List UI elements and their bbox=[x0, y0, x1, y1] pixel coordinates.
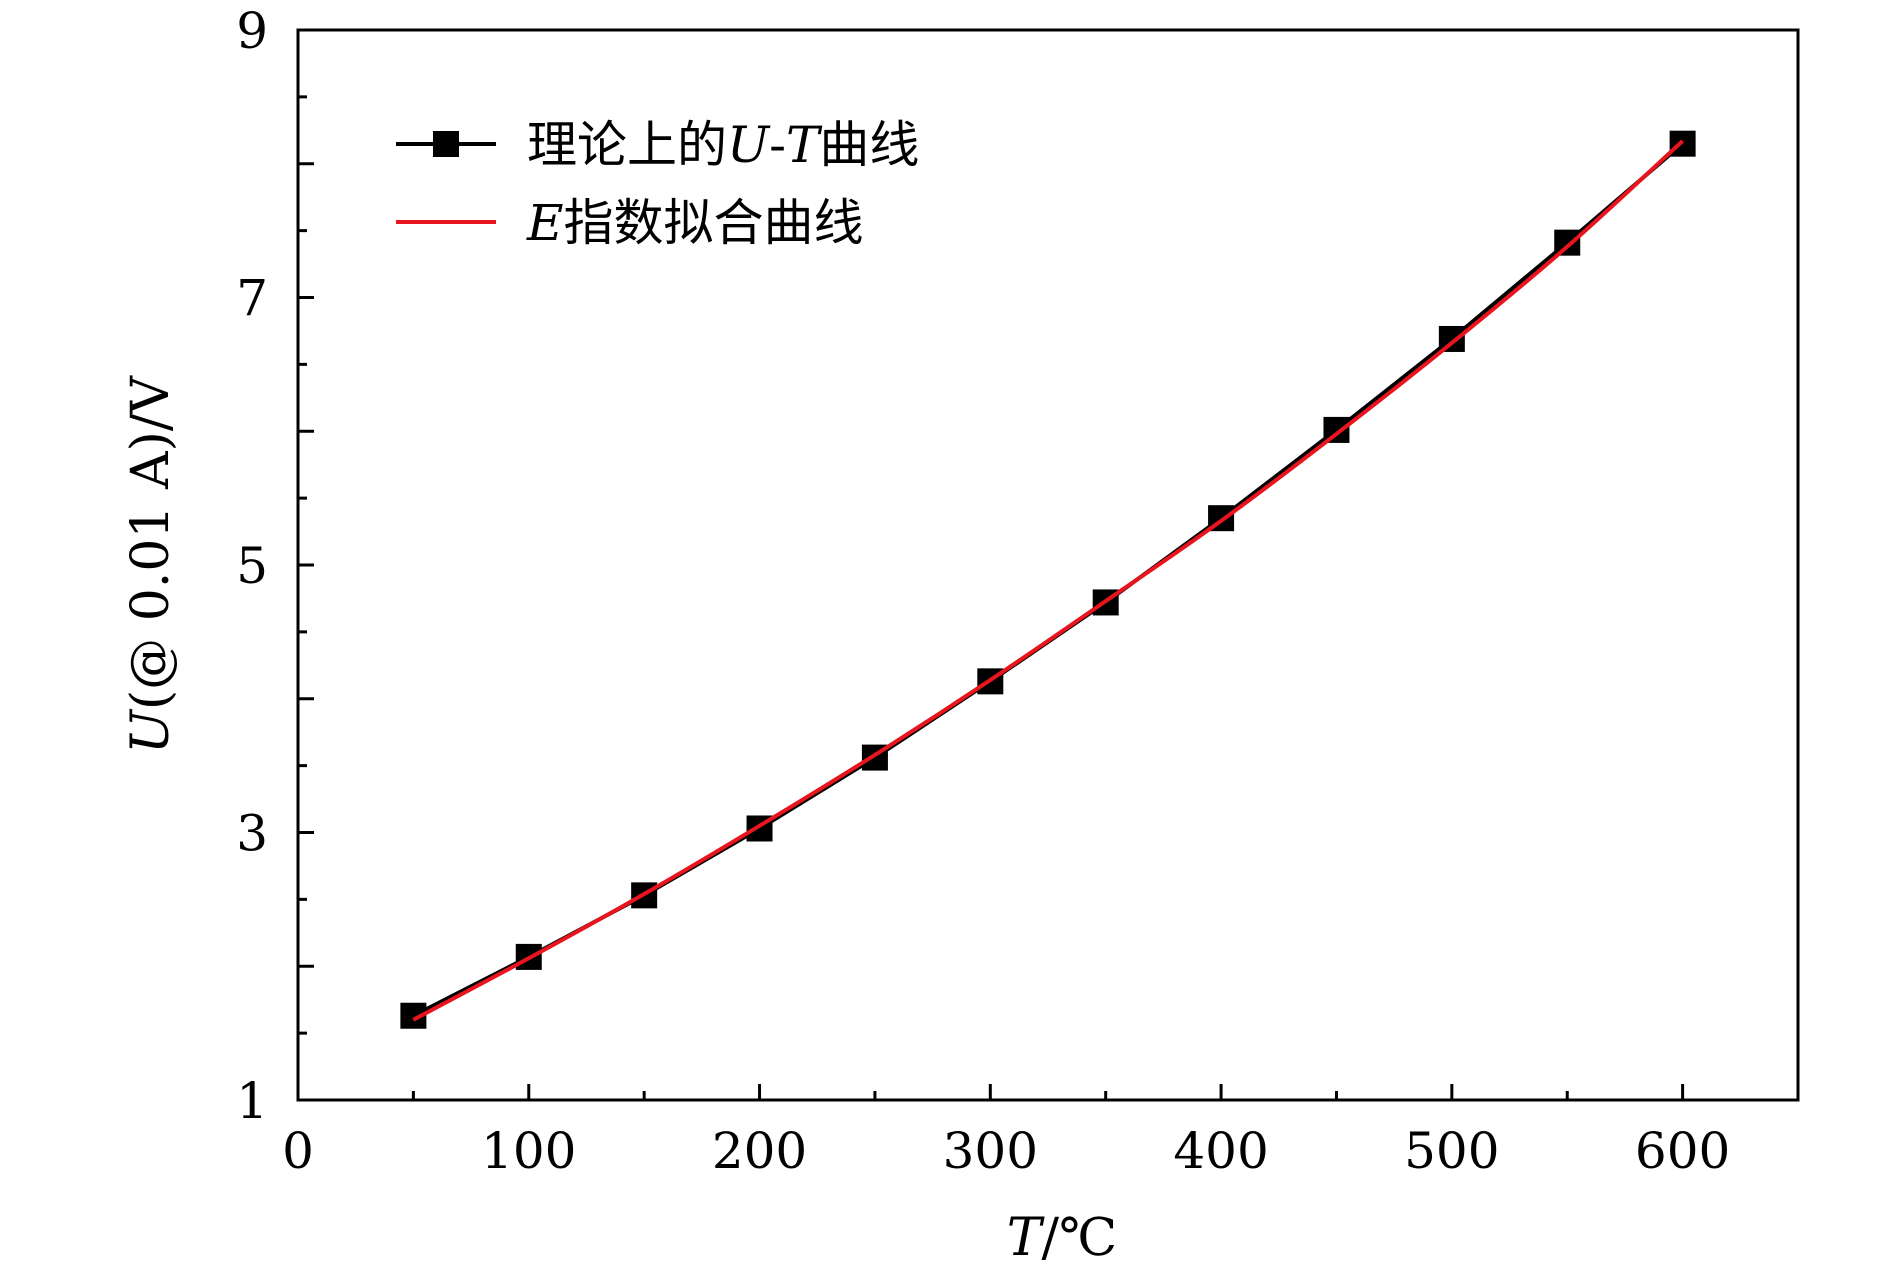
x-tick-label: 100 bbox=[481, 1122, 576, 1180]
x-tick-label: 0 bbox=[282, 1122, 314, 1180]
y-axis-unit: (@ 0.01 A)/V bbox=[121, 375, 181, 710]
y-axis-title: U(@ 0.01 A)/V bbox=[121, 375, 181, 754]
x-axis-unit: /℃ bbox=[1041, 1208, 1117, 1268]
x-tick-label: 600 bbox=[1635, 1122, 1730, 1180]
tick-group bbox=[296, 28, 1685, 1102]
fit-line-group bbox=[412, 139, 1684, 1022]
plot-frame bbox=[296, 28, 1800, 1102]
legend: 理论上的U-T曲线 E指数拟合曲线 bbox=[396, 116, 919, 252]
x-tick-label: 400 bbox=[1173, 1122, 1268, 1180]
y-tick-label: 3 bbox=[236, 805, 268, 863]
x-tick-label: 200 bbox=[712, 1122, 807, 1180]
x-axis-symbol: T bbox=[1007, 1208, 1045, 1268]
y-tick-label: 7 bbox=[236, 270, 268, 328]
y-tick-label: 9 bbox=[236, 2, 268, 60]
marker-group bbox=[400, 130, 1696, 1029]
y-tick-label: 5 bbox=[236, 537, 268, 595]
legend-marker-theory bbox=[433, 131, 459, 157]
x-tick-label: 500 bbox=[1404, 1122, 1499, 1180]
y-axis-symbol: U bbox=[121, 708, 181, 754]
data-point-marker bbox=[1554, 229, 1581, 256]
legend-theory-part-3: - bbox=[769, 116, 786, 174]
legend-fit-part-1: E bbox=[526, 194, 564, 252]
series-theory-line bbox=[412, 142, 1684, 1018]
x-tick-label: 300 bbox=[943, 1122, 1038, 1180]
legend-label-fit: E指数拟合曲线 bbox=[526, 194, 864, 252]
legend-theory-part-2: U bbox=[727, 116, 771, 174]
tick-label-group: 0 100 200 300 400 500 600 1 3 5 7 9 bbox=[236, 2, 1730, 1180]
legend-fit-part-2: 指数拟合曲线 bbox=[564, 194, 864, 252]
series-line-group bbox=[412, 142, 1684, 1018]
x-axis-title: T/℃ bbox=[1007, 1208, 1117, 1268]
legend-theory-part-4: T bbox=[786, 116, 823, 174]
legend-theory-part-5: 曲线 bbox=[819, 116, 919, 174]
series-fit-line bbox=[412, 139, 1684, 1022]
legend-label-theory: 理论上的U-T曲线 bbox=[527, 116, 919, 174]
legend-theory-part-1: 理论上的 bbox=[527, 116, 727, 174]
y-tick-label: 1 bbox=[236, 1072, 268, 1130]
